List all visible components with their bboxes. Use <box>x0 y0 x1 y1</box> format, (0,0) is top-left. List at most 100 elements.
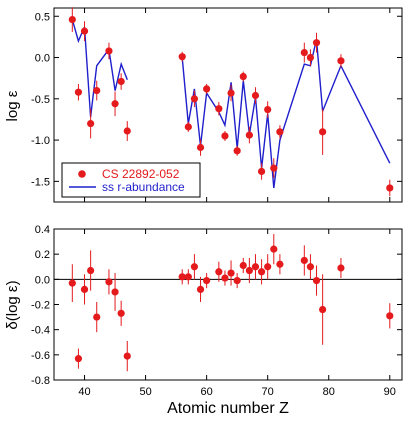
bottom-data-point <box>257 268 266 276</box>
top-data-point <box>123 127 131 135</box>
top-data-point <box>117 77 125 86</box>
top-plot-frame <box>53 7 403 203</box>
bottom-y-tick-label: -0.6 <box>31 350 50 362</box>
top-data-point <box>105 47 113 55</box>
bottom-data-point <box>178 273 186 281</box>
top-data-point <box>215 105 223 113</box>
legend: CS 22892-052 ss r-abundance <box>61 162 201 198</box>
bottom-data-point <box>184 273 192 281</box>
bottom-data-point <box>270 245 278 253</box>
top-data-point <box>80 27 89 35</box>
bottom-data-point <box>111 288 119 296</box>
bottom-data-point <box>117 309 125 317</box>
bottom-data-point <box>221 274 229 282</box>
bottom-data-point <box>337 264 345 272</box>
bottom-plot-frame <box>53 228 403 381</box>
bottom-data-point <box>105 278 113 286</box>
bottom-data-point <box>203 276 211 285</box>
bottom-y-axis-label: δ(log ε) <box>4 280 21 329</box>
top-data-point <box>245 131 253 139</box>
bottom-data-point <box>123 352 131 360</box>
bottom-x-tick-label: 60 <box>201 386 213 398</box>
bottom-data-point <box>300 256 308 265</box>
bottom-data-point <box>74 355 83 363</box>
ss-r-abundance-line <box>181 39 391 189</box>
bottom-data-point <box>233 276 241 285</box>
top-data-point <box>319 128 327 136</box>
bottom-data-point <box>312 276 321 285</box>
top-data-point <box>221 132 229 140</box>
bottom-data-point <box>196 285 205 293</box>
bottom-data-point <box>227 269 235 277</box>
top-data-point <box>227 89 235 97</box>
bottom-data-point <box>190 263 199 271</box>
bottom-x-tick-label: 40 <box>78 386 90 398</box>
bottom-x-tick-label: 90 <box>384 386 396 398</box>
top-data-point <box>251 91 260 100</box>
top-data-point <box>337 57 345 65</box>
top-y-tick-label: 0.5 <box>35 11 50 23</box>
bottom-point-series <box>68 234 394 372</box>
top-data-point <box>239 72 247 81</box>
legend-label-points: CS 22892-052 <box>102 167 180 181</box>
bottom-data-point <box>215 268 223 276</box>
x-axis-label: Atomic number Z <box>167 400 289 417</box>
bottom-data-point <box>245 266 253 275</box>
top-data-point <box>196 143 205 152</box>
top-data-point <box>190 95 199 103</box>
legend-marker-points <box>78 170 86 178</box>
bottom-y-tick-label: 0.4 <box>35 224 50 236</box>
top-data-point <box>68 15 76 24</box>
ss-r-abundance-line <box>71 19 128 118</box>
top-y-tick-label: -1.0 <box>31 135 50 147</box>
bottom-data-point <box>306 263 315 271</box>
top-y-tick-label: -0.5 <box>31 94 50 106</box>
bottom-x-tick-label: 70 <box>262 386 274 398</box>
bottom-y-tick-label: 0.0 <box>35 274 50 286</box>
legend-box <box>61 162 201 198</box>
top-data-point <box>233 147 241 155</box>
bottom-data-point <box>68 279 76 287</box>
bottom-ticks <box>54 228 402 381</box>
bottom-y-tick-label: 0.2 <box>35 249 50 261</box>
bottom-data-point <box>276 260 284 268</box>
top-y-tick-labels: 0.5 0.0 -0.5 -1.0 -1.5 <box>31 11 50 188</box>
bottom-data-point <box>264 263 272 271</box>
top-data-point <box>386 184 394 192</box>
top-data-point <box>93 86 101 95</box>
bottom-x-tick-label: 50 <box>139 386 151 398</box>
top-data-point <box>257 167 266 176</box>
top-y-axis-label: log ε <box>4 90 21 121</box>
bottom-data-point <box>251 263 260 271</box>
bottom-data-point <box>87 266 95 275</box>
top-data-point <box>300 48 308 57</box>
bottom-data-point <box>93 313 101 321</box>
bottom-data-point <box>239 261 247 270</box>
top-data-point <box>312 39 321 47</box>
top-data-point <box>203 85 211 93</box>
bottom-panel: 0.4 0.2 0.0 -0.2 -0.4 -0.6 -0.8 40 50 60 70 80 90 δ… <box>4 224 403 417</box>
bottom-x-tick-labels: 40 50 60 70 80 90 <box>78 386 396 398</box>
top-data-point <box>74 88 83 96</box>
top-data-point <box>111 100 119 108</box>
top-ticks <box>54 8 402 202</box>
top-panel: 0.5 0.0 -0.5 -1.0 -1.5 log ε CS 22892-052 ss… <box>4 7 403 203</box>
top-y-tick-label: -1.5 <box>31 176 50 188</box>
top-data-point <box>87 119 95 128</box>
top-data-point <box>178 53 186 61</box>
bottom-data-point <box>386 312 394 320</box>
bottom-y-tick-label: -0.2 <box>31 300 50 312</box>
bottom-y-tick-label: -0.4 <box>31 325 50 337</box>
top-data-point <box>276 128 284 136</box>
top-data-point <box>270 164 278 172</box>
top-data-point <box>264 105 272 114</box>
bottom-y-tick-labels: 0.4 0.2 0.0 -0.2 -0.4 -0.6 -0.8 <box>31 224 50 387</box>
bottom-data-point <box>319 305 327 314</box>
bottom-y-tick-label: -0.8 <box>31 375 50 387</box>
bottom-data-point <box>80 285 89 293</box>
top-point-series <box>68 7 394 197</box>
top-data-point <box>184 123 192 131</box>
top-y-tick-label: 0.0 <box>35 53 50 65</box>
legend-label-line: ss r-abundance <box>102 180 185 194</box>
